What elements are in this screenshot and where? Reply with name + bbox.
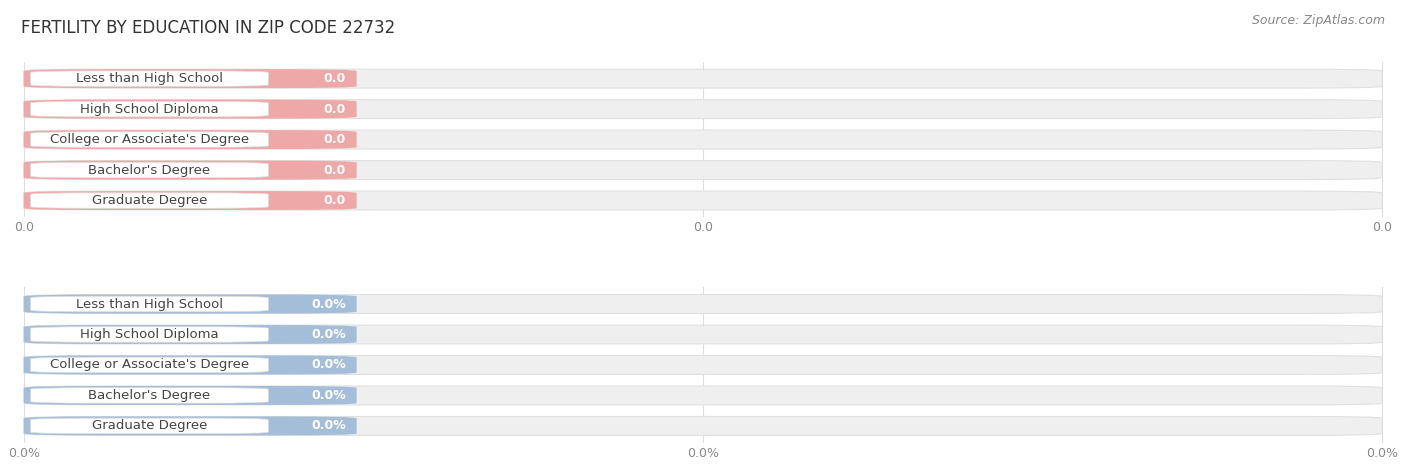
Text: 0.0%: 0.0% [311,298,346,310]
Text: Graduate Degree: Graduate Degree [91,194,207,207]
FancyBboxPatch shape [24,191,1382,210]
FancyBboxPatch shape [24,325,357,344]
Text: 0.0%: 0.0% [311,419,346,432]
Text: College or Associate's Degree: College or Associate's Degree [49,358,249,371]
FancyBboxPatch shape [24,99,1382,119]
FancyBboxPatch shape [31,296,269,312]
FancyBboxPatch shape [24,356,357,375]
FancyBboxPatch shape [24,99,357,119]
Text: Less than High School: Less than High School [76,72,224,85]
FancyBboxPatch shape [31,357,269,373]
FancyBboxPatch shape [31,387,269,403]
FancyBboxPatch shape [24,160,357,179]
FancyBboxPatch shape [31,162,269,178]
Text: Bachelor's Degree: Bachelor's Degree [89,389,211,402]
Text: 0.0: 0.0 [323,72,346,85]
FancyBboxPatch shape [24,295,357,314]
Text: Less than High School: Less than High School [76,298,224,310]
FancyBboxPatch shape [24,356,1382,375]
FancyBboxPatch shape [31,418,269,434]
Text: High School Diploma: High School Diploma [80,103,219,116]
FancyBboxPatch shape [31,193,269,208]
FancyBboxPatch shape [24,130,357,149]
FancyBboxPatch shape [24,386,357,405]
FancyBboxPatch shape [31,327,269,342]
Text: 0.0: 0.0 [323,133,346,146]
Text: 0.0: 0.0 [323,103,346,116]
FancyBboxPatch shape [24,295,1382,314]
Text: Source: ZipAtlas.com: Source: ZipAtlas.com [1251,14,1385,27]
Text: Graduate Degree: Graduate Degree [91,419,207,432]
FancyBboxPatch shape [24,160,1382,179]
Text: FERTILITY BY EDUCATION IN ZIP CODE 22732: FERTILITY BY EDUCATION IN ZIP CODE 22732 [21,19,395,37]
FancyBboxPatch shape [31,71,269,86]
Text: 0.0%: 0.0% [311,358,346,371]
Text: Bachelor's Degree: Bachelor's Degree [89,164,211,177]
FancyBboxPatch shape [24,416,1382,436]
FancyBboxPatch shape [24,386,1382,405]
Text: 0.0%: 0.0% [311,389,346,402]
FancyBboxPatch shape [31,132,269,148]
Text: College or Associate's Degree: College or Associate's Degree [49,133,249,146]
FancyBboxPatch shape [24,69,1382,88]
FancyBboxPatch shape [24,69,357,88]
Text: 0.0: 0.0 [323,164,346,177]
Text: 0.0: 0.0 [323,194,346,207]
FancyBboxPatch shape [24,416,357,436]
FancyBboxPatch shape [24,130,1382,149]
FancyBboxPatch shape [24,191,357,210]
Text: High School Diploma: High School Diploma [80,328,219,341]
FancyBboxPatch shape [31,101,269,117]
FancyBboxPatch shape [24,325,1382,344]
Text: 0.0%: 0.0% [311,328,346,341]
